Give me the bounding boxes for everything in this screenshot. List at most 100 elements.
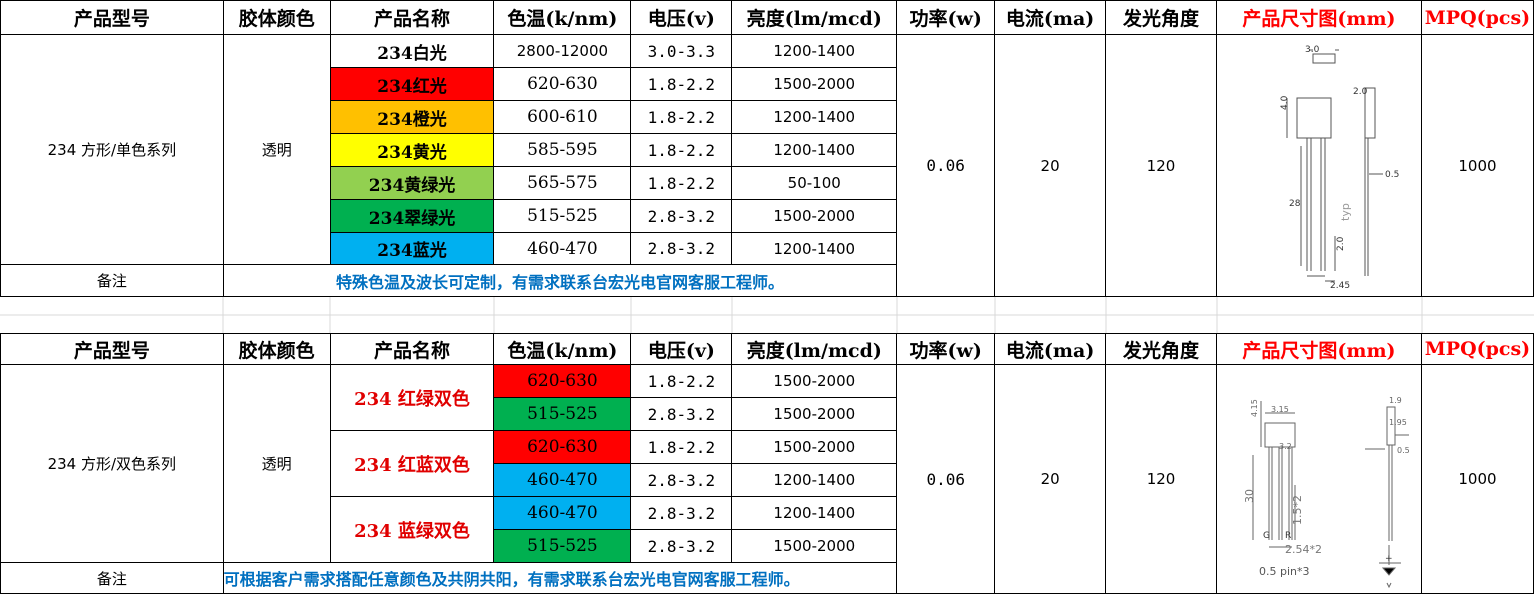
dim-w2-label: 3.2 — [1279, 442, 1292, 451]
current-cell: 20 — [994, 34, 1107, 297]
voltage-cell: 2.8-3.2 — [630, 397, 733, 431]
header-row: 产品型号 胶体颜色 产品名称 色温(k/nm) 电压(v) 亮度(lm/mcd)… — [0, 333, 1534, 365]
model-cell: 234 方形/双色系列 — [0, 364, 224, 563]
header-brightness: 亮度(lm/mcd) — [731, 0, 898, 35]
table-row: 234 蓝绿双色 460-470 2.8-3.2 1200-1400 — [1, 496, 1534, 563]
dim-h-label: 4.15 — [1250, 399, 1259, 417]
plus-label: + — [1385, 554, 1393, 564]
header-angle: 发光角度 — [1105, 0, 1217, 35]
color-temp-cell: 515-525 — [493, 397, 632, 431]
table-row: 515-525 2.8-3.2 1500-2000 — [1, 397, 1534, 431]
size-diagram-cell: 4.15 3.15 3.2 1.9 1.95 30 1.5*2 G R 2.54… — [1215, 364, 1422, 594]
table-row: 234 方形/双色系列 透明 234 红绿双色 620-630 1.8-2.2 … — [0, 364, 1534, 594]
product-name-cell: 234红光 — [329, 67, 495, 101]
brightness-cell: 1500-2000 — [731, 364, 898, 398]
header-voltage: 电压(v) — [630, 0, 733, 35]
power-cell: 0.06 — [896, 34, 996, 297]
voltage-cell: 2.8-3.2 — [630, 232, 733, 265]
power-cell: 0.06 — [896, 364, 996, 594]
color-temp-cell: 620-630 — [493, 430, 632, 464]
dim-pitch-label: 2.0 — [1336, 236, 1346, 251]
voltage-cell: 2.8-3.2 — [630, 496, 733, 530]
voltage-cell: 1.8-2.2 — [630, 166, 733, 200]
brightness-cell: 1200-1400 — [731, 232, 898, 265]
table-row: 234黄光 585-595 1.8-2.2 1200-1400 — [1, 133, 1534, 167]
note-row: 备注 特殊色温及波长可定制，有需求联系台宏光电官网客服工程师。 — [0, 264, 1534, 297]
color-temp-cell: 585-595 — [493, 133, 632, 167]
dim-lead-label: 30 — [1243, 489, 1256, 503]
gap-gridlines — [0, 297, 1534, 333]
brightness-cell: 1500-2000 — [731, 397, 898, 431]
dim-pin-label: 0.5 — [1385, 170, 1399, 180]
header-color-temp: 色温(k/nm) — [493, 333, 632, 365]
voltage-cell: 1.8-2.2 — [630, 133, 733, 167]
header-mpq: MPQ(pcs) — [1420, 0, 1534, 35]
header-size-diagram: 产品尺寸图(mm) — [1215, 0, 1422, 35]
pin-r-label: R — [1285, 531, 1291, 541]
voltage-cell: 1.8-2.2 — [630, 364, 733, 398]
dim-side-label: 2.0 — [1353, 87, 1368, 97]
pin-count-label: 0.5 pin*3 — [1259, 565, 1310, 578]
color-temp-cell: 620-630 — [493, 67, 632, 101]
header-voltage: 电压(v) — [630, 333, 733, 365]
color-temp-cell: 620-630 — [493, 364, 632, 398]
color-temp-cell: 565-575 — [493, 166, 632, 200]
dim-span-label: 2.54*2 — [1285, 543, 1322, 556]
voltage-cell: 2.8-3.2 — [630, 529, 733, 563]
dim-w-label: 3.15 — [1271, 405, 1289, 414]
table-row: 234翠绿光 515-525 2.8-3.2 1500-2000 — [1, 199, 1534, 233]
product-name-cell: 234 红蓝双色 — [329, 430, 495, 497]
brightness-cell: 1500-2000 — [731, 67, 898, 101]
header-name: 产品名称 — [329, 333, 495, 365]
header-power: 功率(w) — [896, 0, 996, 35]
dim-side2-label: 1.95 — [1389, 418, 1407, 427]
color-temp-cell: 460-470 — [493, 463, 632, 497]
led-dimension-diagram: 3.0 4.0 2.0 28 typ 2.0 0.5 2.45 — [1280, 45, 1399, 291]
dim-height-label: 4.0 — [1280, 95, 1290, 110]
product-name-cell: 234橙光 — [329, 100, 495, 134]
color-temp-cell: 460-470 — [493, 232, 632, 265]
angle-cell: 120 — [1105, 364, 1217, 594]
header-current: 电流(ma) — [994, 333, 1107, 365]
color-temp-cell: 600-610 — [493, 100, 632, 134]
brightness-cell: 50-100 — [731, 166, 898, 200]
voltage-cell: 1.8-2.2 — [630, 100, 733, 134]
angle-cell: 120 — [1105, 34, 1217, 297]
brightness-cell: 1200-1400 — [731, 496, 898, 530]
color-temp-cell: 515-525 — [493, 199, 632, 233]
brightness-cell: 1200-1400 — [731, 100, 898, 134]
voltage-cell: 2.8-3.2 — [630, 463, 733, 497]
header-current: 电流(ma) — [994, 0, 1107, 35]
voltage-cell: 2.8-3.2 — [630, 199, 733, 233]
note-row: 备注 可根据客户需求搭配任意颜色及共阴共阳，有需求联系台宏光电官网客服工程师。 — [0, 562, 1534, 594]
body-color-cell: 透明 — [222, 364, 331, 563]
dim-top-label: 3.0 — [1305, 45, 1320, 55]
brightness-cell: 1200-1400 — [731, 34, 898, 68]
header-size-diagram: 产品尺寸图(mm) — [1215, 333, 1422, 365]
dim-span-label: 2.45 — [1330, 281, 1350, 291]
model-cell: 234 方形/单色系列 — [0, 34, 224, 265]
brightness-cell: 1500-2000 — [731, 430, 898, 464]
product-name-cell: 234黄绿光 — [329, 166, 495, 200]
product-name-cell: 234黄光 — [329, 133, 495, 167]
led-dimension-diagram: 4.15 3.15 3.2 1.9 1.95 30 1.5*2 G R 2.54… — [1243, 396, 1410, 589]
voltage-cell: 1.8-2.2 — [630, 67, 733, 101]
dim-typ-label: typ — [1339, 203, 1352, 221]
dim-pitch-label: 1.5*2 — [1291, 495, 1304, 525]
dim-lead-label: 28 — [1289, 199, 1301, 209]
note-label: 备注 — [0, 562, 224, 594]
color-temp-cell: 2800-12000 — [493, 34, 632, 68]
header-color-temp: 色温(k/nm) — [493, 0, 632, 35]
product-name-cell: 234 红绿双色 — [329, 364, 495, 431]
mpq-cell: 1000 — [1420, 34, 1534, 297]
table-row: 234黄绿光 565-575 1.8-2.2 50-100 — [1, 166, 1534, 200]
table-row: 234 红蓝双色 620-630 1.8-2.2 1500-2000 — [1, 430, 1534, 497]
note-label: 备注 — [0, 264, 224, 297]
current-cell: 20 — [994, 364, 1107, 594]
product-name-cell: 234翠绿光 — [329, 199, 495, 233]
product-name-cell: 234 蓝绿双色 — [329, 496, 495, 563]
single-color-table: 产品型号 胶体颜色 产品名称 色温(k/nm) 电压(v) 亮度(lm/mcd)… — [0, 0, 1534, 297]
header-model: 产品型号 — [0, 0, 224, 35]
note-text: 特殊色温及波长可定制，有需求联系台宏光电官网客服工程师。 — [222, 264, 898, 297]
table-row: 234红光 620-630 1.8-2.2 1500-2000 — [1, 67, 1534, 101]
